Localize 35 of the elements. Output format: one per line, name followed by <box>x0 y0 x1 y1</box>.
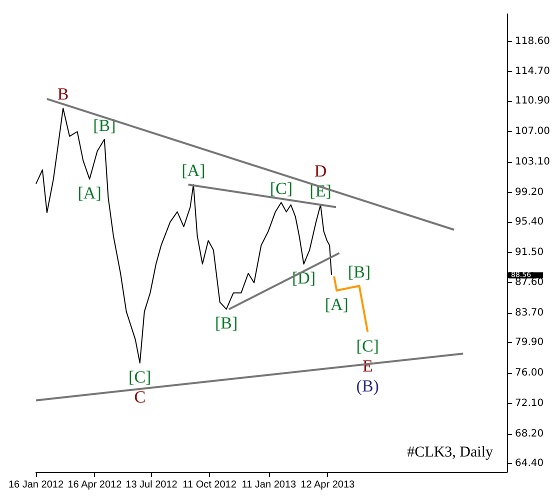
x-tick-label: 11 Jan 2013 <box>242 480 297 490</box>
annotation: [C] <box>356 336 379 356</box>
annotation: [B] <box>348 262 371 282</box>
annotation: B <box>57 84 69 104</box>
y-tick-label: 87.60 <box>515 277 544 288</box>
y-tick-label: 76.00 <box>515 368 544 379</box>
annotation: [B] <box>215 314 238 333</box>
annotation: D <box>314 161 327 180</box>
annotation: [C] <box>128 367 152 386</box>
annotation: [A] <box>182 161 206 180</box>
x-tick-label: 12 Apr 2013 <box>300 480 356 490</box>
y-tick-label: 103.10 <box>515 156 550 168</box>
x-tick-label: 16 Jan 2012 <box>8 480 64 490</box>
y-tick-label: 107.00 <box>515 126 550 138</box>
annotation: (B) <box>356 376 379 396</box>
annotation: [B] <box>93 116 116 135</box>
annotation: [C] <box>270 178 293 198</box>
y-tick-label: 79.90 <box>515 337 544 348</box>
y-tick-label: 110.90 <box>515 96 550 107</box>
y-tick-label: 91.50 <box>515 246 544 258</box>
y-tick-label: 114.70 <box>515 66 550 78</box>
annotation: #CLK3, Daily <box>407 444 494 460</box>
annotation: [A] <box>324 295 348 314</box>
y-tick-label: 64.40 <box>515 458 544 469</box>
x-tick-label: 11 Oct 2012 <box>182 480 237 490</box>
y-tick-label: 68.20 <box>515 428 544 440</box>
annotation: C <box>134 387 146 406</box>
annotation: [A] <box>78 184 102 203</box>
y-tick-label: 99.20 <box>515 186 544 198</box>
y-tick-label: 83.70 <box>515 308 544 319</box>
y-tick-label: 72.10 <box>515 398 544 409</box>
x-tick-label: 13 Jul 2012 <box>126 480 178 490</box>
y-tick-label: 118.60 <box>515 36 550 47</box>
x-tick-label: 16 Apr 2012 <box>68 480 122 490</box>
y-tick-label: 95.40 <box>515 216 544 228</box>
